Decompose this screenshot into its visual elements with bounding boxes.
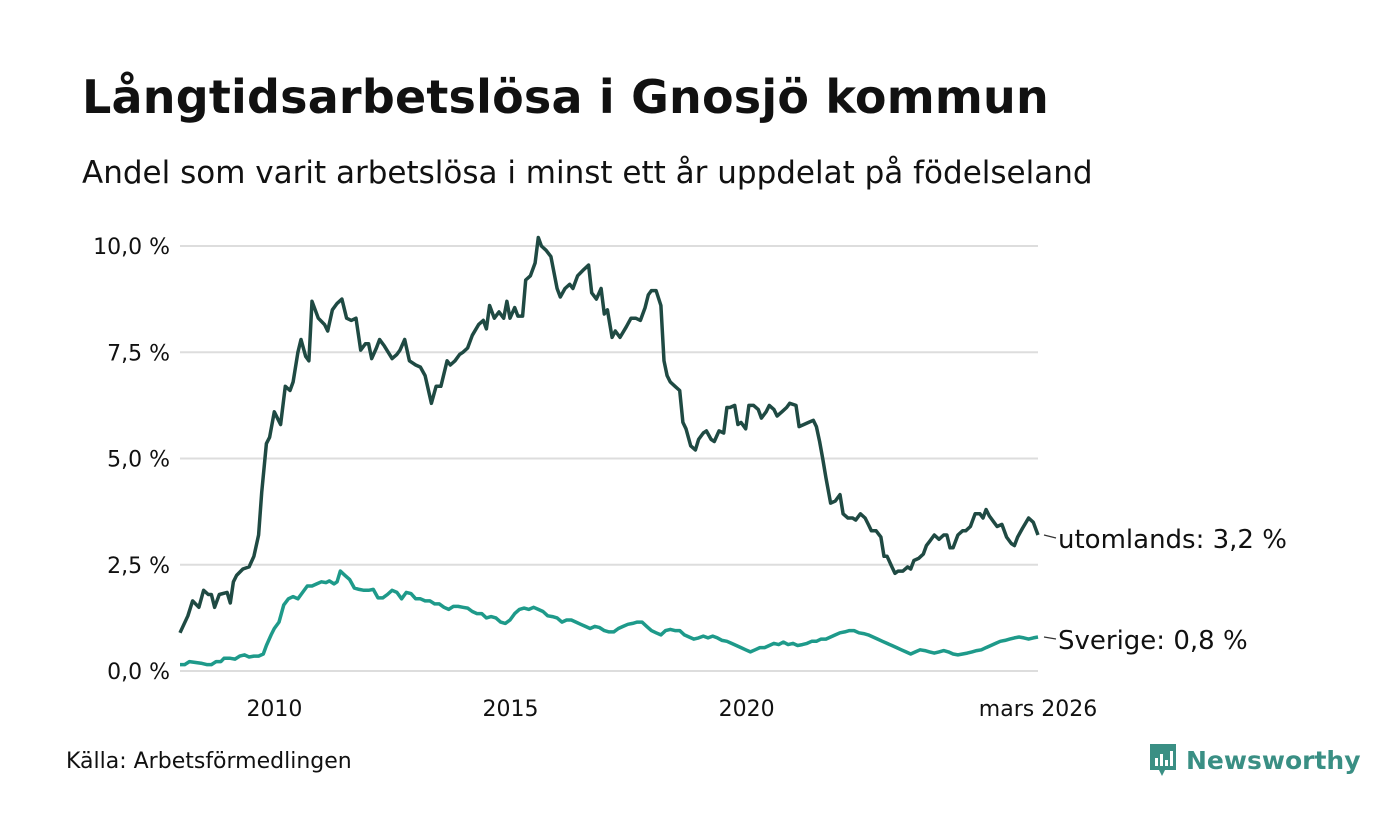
x-tick-label: 2020 [719, 697, 775, 722]
series-line-sverige [180, 569, 1039, 667]
gridlines [180, 245, 1038, 672]
end-label-utomlands: utomlands: 3,2 % [1058, 525, 1287, 555]
series-end-labels: utomlands: 3,2 % Sverige: 0,8 % [1043, 525, 1287, 656]
x-axis-ticks: 2010 2015 2020 mars 2026 [246, 697, 1097, 722]
chart-subtitle: Andel som varit arbetslösa i minst ett å… [82, 155, 1093, 191]
source-note: Källa: Arbetsförmedlingen [66, 749, 352, 774]
series-line-utomlands [178, 235, 1040, 634]
y-tick-label: 10,0 % [93, 235, 170, 260]
y-tick-label: 0,0 % [107, 660, 170, 685]
x-tick-label: 2015 [483, 697, 539, 722]
end-label-sverige: Sverige: 0,8 % [1058, 626, 1248, 656]
brand: Newsworthy [1148, 742, 1361, 778]
x-tick-label: 2010 [246, 697, 302, 722]
series-lines [178, 235, 1040, 667]
y-tick-label: 2,5 % [107, 554, 170, 579]
end-label-connector [1043, 636, 1057, 640]
x-tick-label: mars 2026 [979, 697, 1097, 722]
y-axis-ticks: 0,0 % 2,5 % 5,0 % 7,5 % 10,0 % [93, 235, 170, 685]
end-label-connector [1043, 534, 1057, 539]
y-tick-label: 7,5 % [107, 341, 170, 366]
y-tick-label: 5,0 % [107, 448, 170, 473]
newsworthy-logo-icon [1150, 744, 1176, 776]
brand-name: Newsworthy [1186, 745, 1361, 775]
chart-title: Långtidsarbetslösa i Gnosjö kommun [82, 70, 1049, 124]
